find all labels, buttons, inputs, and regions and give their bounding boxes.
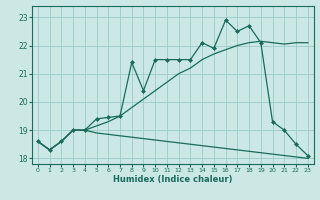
X-axis label: Humidex (Indice chaleur): Humidex (Indice chaleur)	[113, 175, 233, 184]
